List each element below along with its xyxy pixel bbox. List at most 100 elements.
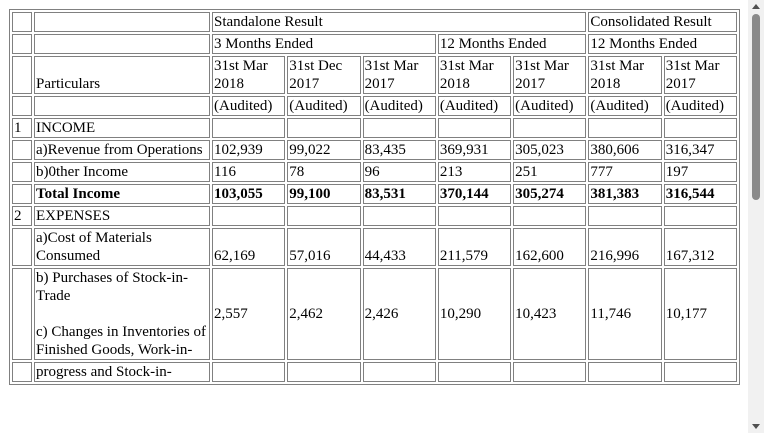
item-number xyxy=(12,184,32,204)
value-cell xyxy=(362,118,436,138)
value-cell xyxy=(437,118,512,138)
value-cell: 78 xyxy=(287,162,361,182)
audit-header: (Audited) xyxy=(362,96,436,116)
value-cell: 99,100 xyxy=(287,184,361,204)
date-header: 31st Mar 2018 xyxy=(437,56,512,94)
value-cell: 216,996 xyxy=(588,228,662,266)
value-cell xyxy=(287,118,361,138)
value-cell: 380,606 xyxy=(588,140,662,160)
item-row: progress and Stock-in- xyxy=(12,362,737,382)
item-number: 2 xyxy=(12,206,32,226)
value-cell xyxy=(287,362,361,382)
item-row: b)0ther Income 116 78 96 213 251 777 197 xyxy=(12,162,737,182)
value-cell: 2,557 xyxy=(212,268,286,360)
value-cell: 11,746 xyxy=(588,268,662,360)
value-cell: 381,383 xyxy=(588,184,662,204)
date-header: 31st Mar 2017 xyxy=(513,56,587,94)
value-cell: 305,274 xyxy=(513,184,587,204)
value-cell: 99,022 xyxy=(287,140,361,160)
audit-header: (Audited) xyxy=(663,96,737,116)
value-cell xyxy=(362,206,436,226)
item-label: INCOME xyxy=(34,118,210,138)
item-row: Total Income 103,055 99,100 83,531 370,144 30… xyxy=(12,184,737,204)
value-cell: 211,579 xyxy=(437,228,512,266)
particulars-header: Particulars xyxy=(34,56,210,94)
item-row: 2 EXPENSES xyxy=(12,206,737,226)
value-cell: 44,433 xyxy=(362,228,436,266)
date-header: 31st Mar 2017 xyxy=(362,56,436,94)
value-cell: 10,423 xyxy=(513,268,587,360)
value-cell: 316,544 xyxy=(663,184,737,204)
item-row: b) Purchases of Stock-in-Trade c) Changes… xyxy=(12,268,737,360)
item-label: Total Income xyxy=(34,184,210,204)
header-row: Standalone Result Consolidated Result xyxy=(12,12,737,32)
scroll-down[interactable] xyxy=(752,424,760,429)
cell xyxy=(34,12,210,32)
value-cell: 83,531 xyxy=(362,184,436,204)
period-header: 3 Months Ended xyxy=(212,34,436,54)
value-cell: 83,435 xyxy=(362,140,436,160)
value-cell xyxy=(588,206,662,226)
value-cell: 162,600 xyxy=(513,228,587,266)
group-header: Consolidated Result xyxy=(588,12,737,32)
header-row: 3 Months Ended 12 Months Ended 12 Months… xyxy=(12,34,737,54)
item-number xyxy=(12,268,32,360)
value-cell: 251 xyxy=(513,162,587,182)
item-label: EXPENSES xyxy=(34,206,210,226)
value-cell xyxy=(513,118,587,138)
value-cell: 369,931 xyxy=(437,140,512,160)
value-cell xyxy=(287,206,361,226)
date-header: 31st Mar 2018 xyxy=(588,56,662,94)
cell xyxy=(34,96,210,116)
value-cell: 103,055 xyxy=(212,184,286,204)
value-cell xyxy=(663,362,737,382)
audit-header: (Audited) xyxy=(437,96,512,116)
scroll-up[interactable] xyxy=(752,4,760,9)
value-cell: 102,939 xyxy=(212,140,286,160)
value-cell: 62,169 xyxy=(212,228,286,266)
value-cell: 116 xyxy=(212,162,286,182)
value-cell: 197 xyxy=(663,162,737,182)
period-header: 12 Months Ended xyxy=(437,34,587,54)
cell xyxy=(12,12,32,32)
value-cell xyxy=(437,206,512,226)
value-cell xyxy=(513,362,587,382)
date-header: 31st Dec 2017 xyxy=(287,56,361,94)
value-cell xyxy=(588,362,662,382)
value-cell: 316,347 xyxy=(663,140,737,160)
value-cell xyxy=(437,362,512,382)
cell xyxy=(12,56,32,94)
value-cell: 370,144 xyxy=(437,184,512,204)
date-header: 31st Mar 2017 xyxy=(663,56,737,94)
value-cell: 777 xyxy=(588,162,662,182)
group-header: Standalone Result xyxy=(212,12,587,32)
value-cell: 2,426 xyxy=(362,268,436,360)
item-row: 1 INCOME xyxy=(12,118,737,138)
value-cell xyxy=(663,118,737,138)
cell xyxy=(12,34,32,54)
item-row: a)Revenue from Operations 102,939 99,022 83… xyxy=(12,140,737,160)
audit-header: (Audited) xyxy=(513,96,587,116)
header-row: Particulars 31st Mar 2018 31st Dec 2017 31… xyxy=(12,56,737,94)
scroll-thumb[interactable] xyxy=(752,14,760,200)
item-label: b) Purchases of Stock-in-Trade c) Changes… xyxy=(34,268,210,360)
item-label: progress and Stock-in- xyxy=(34,362,210,382)
audit-header: (Audited) xyxy=(588,96,662,116)
scrollbar[interactable] xyxy=(748,0,764,433)
audit-header: (Audited) xyxy=(212,96,286,116)
value-cell xyxy=(362,362,436,382)
value-cell: 10,290 xyxy=(437,268,512,360)
cell xyxy=(12,96,32,116)
value-cell: 96 xyxy=(362,162,436,182)
value-cell xyxy=(212,118,286,138)
value-cell xyxy=(588,118,662,138)
item-number xyxy=(12,228,32,266)
value-cell xyxy=(663,206,737,226)
value-cell: 167,312 xyxy=(663,228,737,266)
label-part: b) Purchases of Stock-in-Trade xyxy=(36,270,189,304)
item-number xyxy=(12,140,32,160)
results-table: Standalone Result Consolidated Result 3 … xyxy=(9,9,740,385)
value-cell: 57,016 xyxy=(287,228,361,266)
item-label: b)0ther Income xyxy=(34,162,210,182)
